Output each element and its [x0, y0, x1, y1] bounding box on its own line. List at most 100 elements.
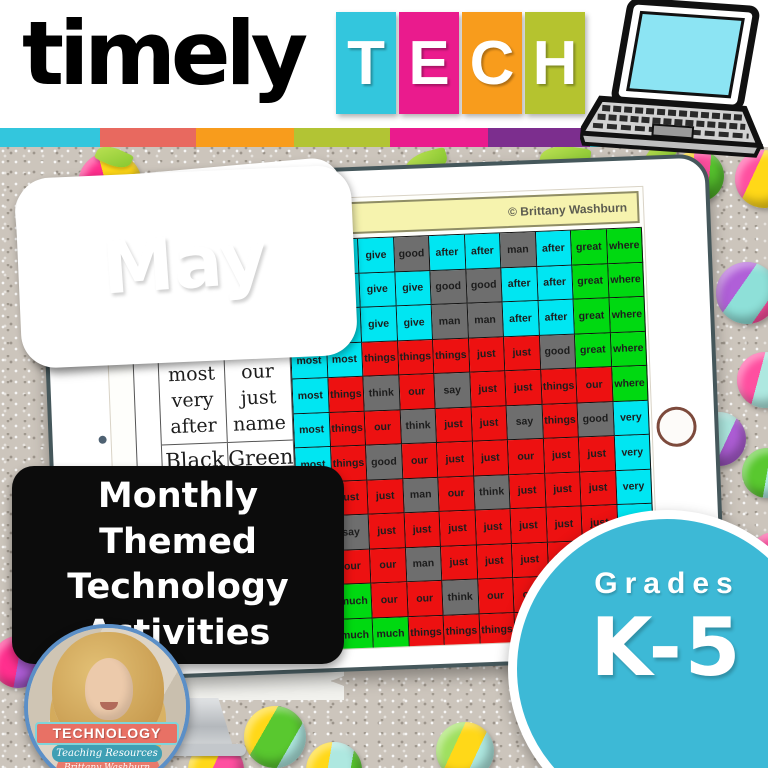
grid-cell: man: [431, 303, 469, 340]
grid-cell: very: [615, 469, 653, 506]
grid-cell: just: [435, 407, 473, 443]
grid-cell: just: [404, 511, 441, 548]
grid-cell: give: [359, 271, 397, 308]
grid-cell: just: [368, 513, 406, 550]
grid-cell: things: [329, 411, 367, 448]
grid-cell: our: [406, 580, 444, 617]
grid-cell: just: [580, 470, 618, 507]
grid-cell: our: [477, 578, 515, 614]
grid-cell: just: [475, 509, 512, 546]
tech-letter-block: H: [525, 12, 585, 114]
grid-cell: our: [507, 438, 545, 475]
word-key-word: our: [240, 360, 275, 384]
grid-cell: good: [366, 444, 403, 481]
grid-cell: just: [468, 336, 506, 373]
grid-cell: most: [293, 412, 331, 449]
grid-cell: great: [573, 298, 611, 335]
grid-cell: just: [472, 440, 510, 477]
month-label: May: [98, 215, 270, 311]
grid-cell: just: [367, 478, 405, 515]
grid-cell: say: [434, 372, 472, 409]
grades-value: K-5: [590, 601, 744, 694]
grid-cell: just: [436, 441, 474, 478]
grid-cell: things: [327, 376, 365, 413]
tablet-camera-icon: [98, 435, 107, 444]
pom-pom-decoration: [244, 706, 306, 768]
tech-letter-block: E: [399, 12, 459, 114]
grid-cell: after: [538, 299, 575, 336]
word-key-word: most: [167, 362, 216, 387]
grid-cell: great: [572, 263, 610, 300]
grid-cell: where: [610, 331, 648, 368]
grid-cell: good: [577, 401, 615, 438]
title-line: Monthly: [97, 476, 259, 516]
grid-cell: think: [473, 474, 511, 511]
grid-cell: think: [442, 579, 480, 616]
grid-cell: our: [371, 582, 409, 619]
stripe-segment: [196, 128, 294, 147]
title-line: Themed: [99, 521, 257, 562]
grid-cell: after: [536, 265, 574, 301]
grid-cell: where: [609, 296, 646, 333]
grid-cell: things: [542, 403, 579, 439]
grid-cell: think: [363, 375, 401, 412]
pom-pom-decoration: [436, 722, 494, 768]
stripe-segment: [0, 128, 100, 147]
grid-cell: where: [606, 227, 644, 264]
grid-cell: after: [464, 233, 502, 270]
copyright-text: © Brittany Washburn: [507, 200, 628, 220]
grid-cell: just: [503, 335, 541, 372]
grid-cell: good: [539, 334, 577, 370]
grid-cell: our: [398, 373, 436, 410]
avatar-face: [85, 658, 133, 720]
grid-cell: give: [394, 270, 432, 307]
grid-cell: much: [372, 616, 410, 653]
grades-label: Grades: [594, 567, 740, 600]
grid-cell: just: [440, 545, 478, 581]
grid-cell: just: [543, 437, 581, 474]
grid-cell: our: [401, 442, 439, 479]
tech-letter-block: T: [336, 12, 396, 114]
grid-cell: our: [364, 409, 402, 446]
brand-name: timely: [22, 2, 308, 105]
grid-cell: things: [433, 338, 470, 374]
grid-cell: good: [393, 236, 431, 272]
grid-cell: very: [613, 400, 650, 437]
grid-cell: things: [408, 615, 445, 652]
grid-cell: man: [467, 302, 504, 339]
grid-cell: very: [614, 434, 652, 471]
grid-cell: just: [510, 507, 548, 544]
grid-cell: man: [402, 477, 440, 514]
grid-cell: just: [505, 369, 543, 406]
grid-cell: good: [465, 267, 503, 304]
word-key-word: after: [170, 414, 218, 439]
grid-cell: where: [607, 262, 645, 299]
avatar-smile: [100, 702, 118, 710]
word-key-word: name: [232, 411, 287, 436]
grid-cell: just: [469, 371, 507, 408]
grid-cell: just: [471, 405, 508, 442]
grid-cell: just: [544, 471, 582, 508]
grid-cell: after: [502, 300, 540, 337]
grid-cell: after: [535, 230, 573, 267]
grid-cell: give: [360, 306, 398, 343]
grid-cell: say: [506, 404, 544, 441]
laptop-icon: [575, 0, 768, 176]
grid-cell: good: [430, 269, 468, 306]
logo-subtitle: Teaching Resources: [52, 745, 162, 762]
grid-cell: man: [405, 546, 443, 583]
grid-cell: our: [438, 476, 476, 512]
grid-cell: things: [443, 613, 481, 650]
grid-cell: think: [400, 408, 437, 445]
grid-cell: most: [292, 378, 330, 414]
grid-cell: after: [501, 266, 539, 303]
grid-cell: things: [397, 339, 435, 376]
logo-name: TECHNOLOGY: [35, 722, 179, 745]
grid-cell: things: [540, 368, 578, 405]
grid-cell: just: [509, 473, 547, 510]
grid-cell: where: [611, 365, 649, 402]
title-line: Technology: [67, 567, 289, 607]
stripe-segment: [488, 128, 590, 147]
